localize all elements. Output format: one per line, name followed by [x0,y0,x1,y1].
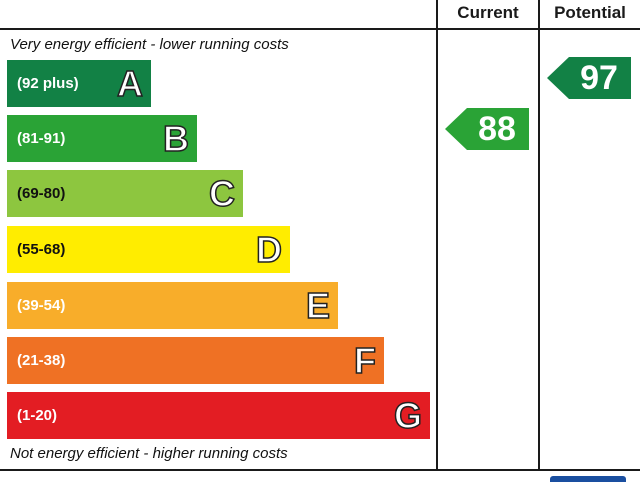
potential-header: Potential [554,3,626,22]
band-range-label: (1-20) [17,407,58,424]
header-rule [0,28,640,30]
potential-arrow-shape [547,57,631,99]
band-letter-label: G [393,394,423,437]
band-range-label: (55-68) [17,241,66,258]
top-note: Very energy efficient - lower running co… [10,36,289,53]
potential-rating-value: 97 [580,59,618,97]
band-range-label: (39-54) [17,297,66,314]
bottom-rule [0,469,640,471]
potential-rating-arrow: 97 [547,57,631,99]
current-rating-value: 88 [478,110,516,148]
band-letter-label: F [353,339,377,382]
scroll-tab [550,476,626,482]
band-letter-label: A [116,62,144,105]
band-range-label: (21-38) [17,352,66,369]
band-d: (55-68) D [7,226,290,273]
band-range-label: (81-91) [17,130,66,147]
band-c: (69-80) C [7,170,243,217]
current-header: Current [457,3,519,22]
band-a: (92 plus) A [7,60,151,107]
band-letter-label: D [255,228,283,271]
band-letter-label: E [305,284,331,327]
band-range-label: (69-80) [17,185,66,202]
band-f: (21-38) F [7,337,384,384]
band-range-label: (92 plus) [17,75,79,92]
current-arrow-shape [445,108,529,150]
divider-potential [538,0,540,471]
current-rating-arrow: 88 [445,108,529,150]
band-g: (1-20) G [7,392,430,439]
band-e: (39-54) E [7,282,338,329]
bottom-note: Not energy efficient - higher running co… [10,445,288,462]
band-letter-label: C [208,172,236,215]
band-b: (81-91) B [7,115,197,162]
band-letter-label: B [162,117,190,160]
divider-current [436,0,438,471]
